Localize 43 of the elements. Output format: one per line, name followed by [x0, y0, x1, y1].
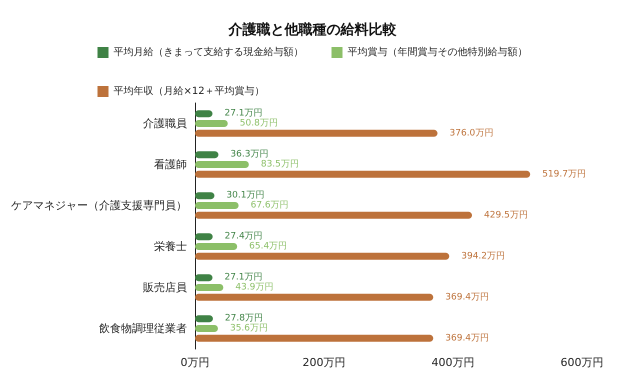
y-tick-label: 栄養士 — [154, 240, 187, 253]
data-label: 27.1万円 — [224, 272, 263, 283]
y-tick-label: 看護師 — [154, 158, 187, 171]
data-label: 30.1万円 — [226, 190, 264, 201]
bar — [195, 284, 224, 291]
legend-label: 平均賞与（年間賞与その他特別給与額） — [348, 46, 528, 58]
data-label: 519.7万円 — [542, 169, 586, 180]
data-label: 376.0万円 — [450, 128, 494, 138]
bar — [195, 130, 438, 137]
data-label: 67.6万円 — [250, 200, 289, 210]
bar — [195, 212, 472, 219]
legend-label: 平均年収（月給×12＋平均賞与） — [114, 85, 265, 97]
x-tick-label: 600万円 — [560, 356, 604, 369]
data-label: 27.4万円 — [224, 232, 263, 242]
data-label: 35.6万円 — [230, 324, 268, 334]
x-tick-label: 400万円 — [432, 356, 474, 369]
bar — [195, 243, 238, 250]
legend-label: 平均月給（きまって支給する現金給与額） — [114, 46, 304, 58]
data-label: 50.8万円 — [240, 118, 278, 128]
bar — [195, 120, 228, 127]
data-label: 27.8万円 — [224, 314, 263, 324]
data-label: 36.3万円 — [230, 150, 268, 160]
data-label: 369.4万円 — [445, 292, 490, 302]
bar — [195, 161, 249, 168]
y-tick-label: ケアマネジャー（介護支援専門員） — [11, 199, 187, 212]
x-tick-label: 0万円 — [180, 356, 210, 369]
bar — [195, 170, 530, 178]
bar — [195, 334, 434, 342]
y-tick-label: 飲食物調理従業者 — [99, 322, 187, 335]
data-label: 27.1万円 — [224, 108, 263, 119]
data-label: 429.5万円 — [484, 210, 528, 220]
data-label: 43.9万円 — [235, 282, 274, 292]
y-tick-label: 介護職員 — [143, 117, 187, 130]
chart-title: 介護職と他職種の給料比較 — [228, 21, 398, 38]
bar — [195, 202, 239, 209]
y-tick-label: 販売店員 — [143, 281, 187, 294]
bar — [195, 294, 434, 301]
bar — [195, 252, 450, 260]
data-label: 65.4万円 — [249, 242, 288, 252]
data-label: 83.5万円 — [260, 160, 299, 170]
x-tick-label: 200万円 — [302, 356, 346, 369]
data-label: 394.2万円 — [461, 251, 506, 262]
data-label: 369.4万円 — [445, 333, 490, 344]
